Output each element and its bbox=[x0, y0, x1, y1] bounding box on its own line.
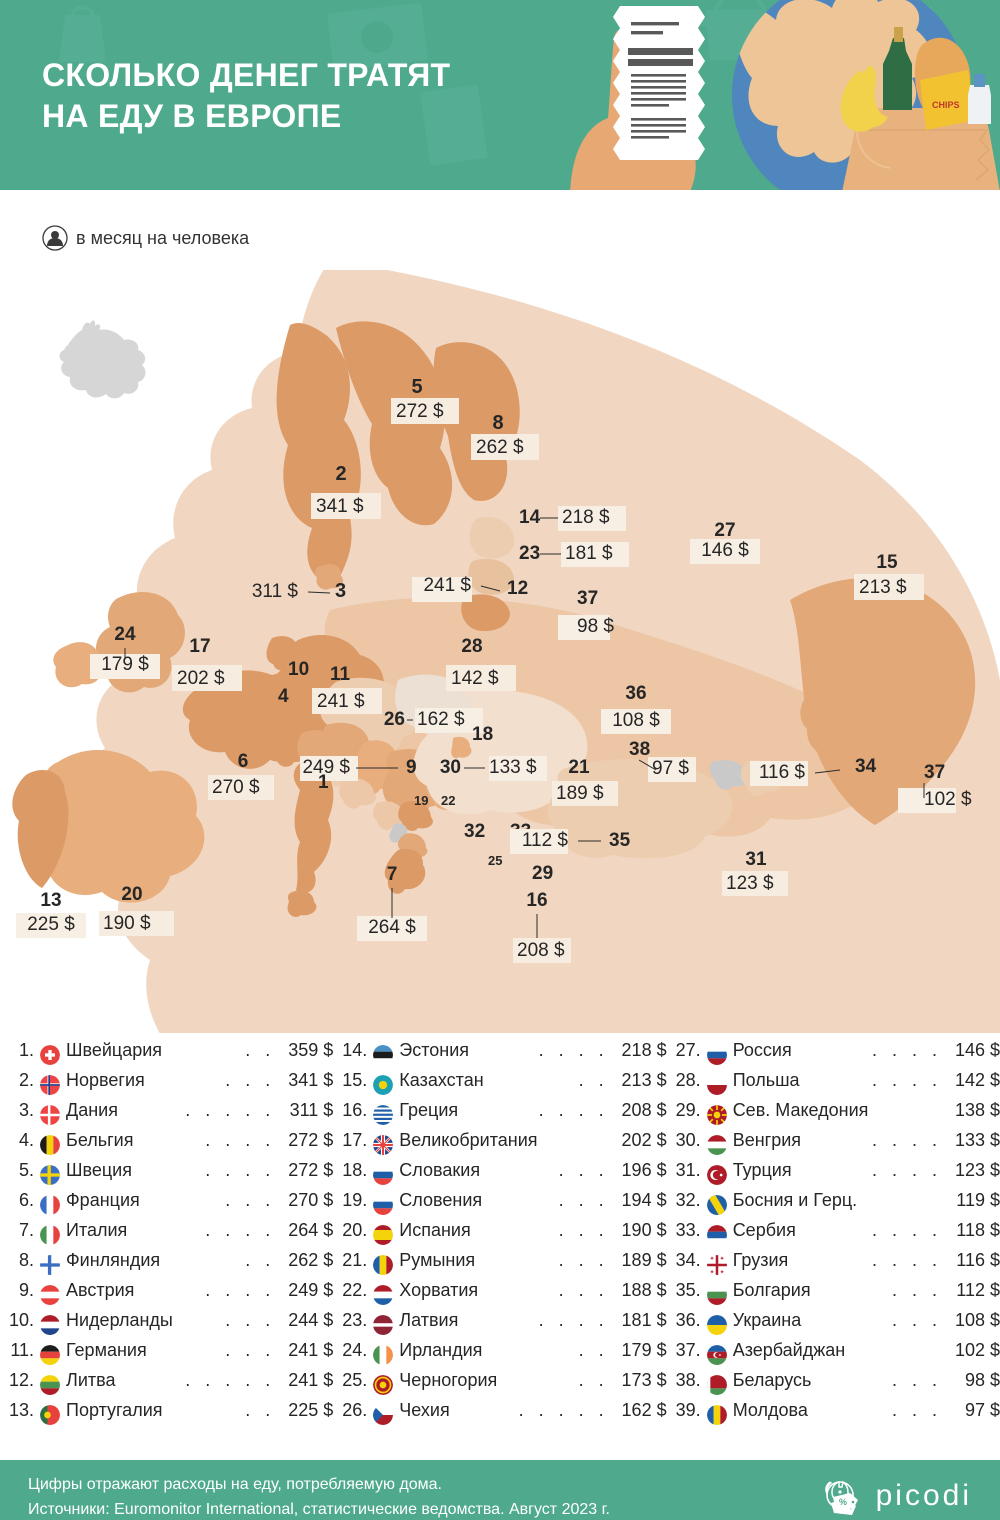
svg-text:22: 22 bbox=[441, 793, 455, 808]
svg-text:264 $: 264 $ bbox=[368, 917, 416, 938]
svg-text:190 $: 190 $ bbox=[103, 913, 151, 934]
svg-text:31: 31 bbox=[745, 849, 767, 870]
svg-text:97 $: 97 $ bbox=[652, 758, 689, 779]
svg-text:8: 8 bbox=[492, 412, 503, 434]
svg-text:341 $: 341 $ bbox=[316, 496, 364, 517]
svg-text:208 $: 208 $ bbox=[517, 940, 565, 961]
svg-text:1: 1 bbox=[318, 772, 329, 793]
svg-text:11: 11 bbox=[330, 664, 351, 685]
svg-text:146 $: 146 $ bbox=[701, 540, 749, 561]
svg-text:133 $: 133 $ bbox=[489, 757, 537, 778]
svg-text:181 $: 181 $ bbox=[565, 543, 613, 564]
svg-text:123 $: 123 $ bbox=[726, 873, 774, 894]
svg-text:98 $: 98 $ bbox=[577, 616, 614, 637]
svg-text:32: 32 bbox=[464, 821, 485, 842]
svg-text:38: 38 bbox=[629, 739, 650, 760]
svg-text:311 $: 311 $ bbox=[252, 581, 299, 602]
svg-text:18: 18 bbox=[472, 724, 493, 745]
svg-text:37: 37 bbox=[577, 588, 598, 609]
svg-text:25: 25 bbox=[488, 853, 502, 868]
svg-text:7: 7 bbox=[387, 864, 398, 885]
svg-text:19: 19 bbox=[414, 793, 428, 808]
svg-text:108 $: 108 $ bbox=[612, 710, 660, 731]
svg-text:28: 28 bbox=[461, 636, 482, 657]
svg-text:30: 30 bbox=[440, 757, 461, 778]
svg-text:241 $: 241 $ bbox=[423, 575, 471, 596]
svg-text:23: 23 bbox=[519, 543, 540, 564]
svg-text:12: 12 bbox=[507, 578, 528, 599]
svg-text:270 $: 270 $ bbox=[212, 777, 260, 798]
svg-text:112 $: 112 $ bbox=[522, 830, 569, 851]
svg-text:2: 2 bbox=[335, 463, 346, 485]
svg-text:241 $: 241 $ bbox=[317, 691, 365, 712]
svg-text:5: 5 bbox=[411, 376, 422, 398]
svg-text:162 $: 162 $ bbox=[417, 709, 465, 730]
svg-text:6: 6 bbox=[238, 751, 249, 772]
svg-text:17: 17 bbox=[189, 636, 210, 657]
svg-text:142 $: 142 $ bbox=[451, 668, 499, 689]
svg-text:13: 13 bbox=[40, 890, 61, 911]
svg-text:14: 14 bbox=[519, 507, 541, 528]
svg-text:15: 15 bbox=[876, 552, 898, 573]
svg-text:CHIPS: CHIPS bbox=[932, 100, 960, 110]
svg-text:102 $: 102 $ bbox=[924, 789, 972, 810]
svg-text:225 $: 225 $ bbox=[27, 914, 75, 935]
svg-text:34: 34 bbox=[855, 756, 877, 777]
svg-text:189 $: 189 $ bbox=[556, 783, 604, 804]
svg-text:116 $: 116 $ bbox=[759, 762, 806, 783]
svg-text:27: 27 bbox=[714, 520, 735, 541]
svg-text:16: 16 bbox=[526, 890, 547, 911]
svg-text:4: 4 bbox=[278, 686, 289, 707]
svg-text:10: 10 bbox=[288, 659, 309, 680]
svg-text:%: % bbox=[839, 1497, 847, 1507]
svg-text:272 $: 272 $ bbox=[396, 401, 444, 422]
svg-text:202 $: 202 $ bbox=[177, 668, 225, 689]
svg-text:29: 29 bbox=[532, 863, 553, 884]
svg-text:213 $: 213 $ bbox=[859, 577, 907, 598]
svg-text:36: 36 bbox=[625, 683, 646, 704]
svg-text:262 $: 262 $ bbox=[476, 437, 524, 458]
svg-text:9: 9 bbox=[406, 757, 417, 778]
svg-text:3: 3 bbox=[335, 580, 346, 602]
svg-text:21: 21 bbox=[568, 757, 590, 778]
svg-text:26: 26 bbox=[384, 709, 405, 730]
svg-text:37: 37 bbox=[924, 762, 945, 783]
svg-text:218 $: 218 $ bbox=[562, 507, 610, 528]
svg-text:20: 20 bbox=[121, 884, 142, 905]
svg-text:24: 24 bbox=[114, 624, 136, 645]
svg-text:35: 35 bbox=[609, 830, 631, 851]
